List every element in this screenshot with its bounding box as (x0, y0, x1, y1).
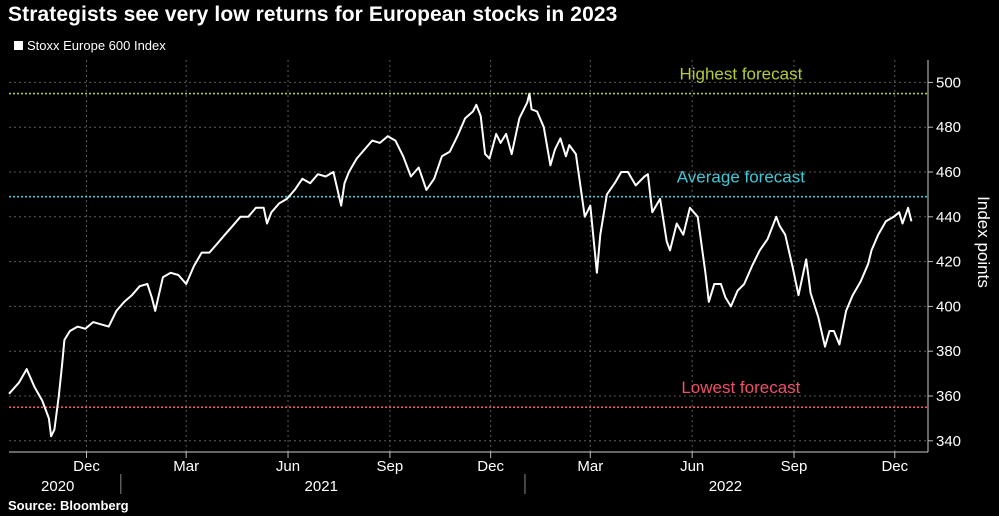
x-tick-label: Jun (680, 458, 704, 475)
y-tick-label: 340 (936, 433, 961, 450)
legend-swatch (14, 41, 23, 50)
year-label: 2022 (709, 478, 742, 495)
year-label: 2021 (305, 478, 338, 495)
y-tick-label: 360 (936, 388, 961, 405)
forecast-label: Lowest forecast (681, 378, 800, 397)
year-label: 2020 (41, 478, 74, 495)
x-tick-label: Mar (173, 458, 199, 475)
x-tick-label: Jun (276, 458, 300, 475)
y-tick-label: 500 (936, 74, 961, 91)
y-axis-title: Index points (974, 196, 993, 288)
x-tick-label: Sep (781, 458, 808, 475)
y-tick-label: 380 (936, 343, 961, 360)
x-tick-label: Sep (377, 458, 404, 475)
y-tick-label: 420 (936, 254, 961, 271)
legend: Stoxx Europe 600 Index (14, 38, 166, 53)
x-tick-label: Dec (881, 458, 908, 475)
y-tick-label: 460 (936, 164, 961, 181)
forecast-label: Highest forecast (679, 65, 802, 84)
forecast-label: Average forecast (677, 168, 805, 187)
x-tick-label: Mar (577, 458, 603, 475)
y-tick-label: 440 (936, 209, 961, 226)
chart-title: Strategists see very low returns for Eur… (8, 3, 618, 26)
x-tick-label: Dec (73, 458, 100, 475)
y-tick-label: 480 (936, 119, 961, 136)
series-line (8, 92, 913, 438)
source-note: Source: Bloomberg (8, 498, 129, 513)
y-tick-label: 400 (936, 298, 961, 315)
legend-label: Stoxx Europe 600 Index (27, 38, 166, 53)
x-tick-label: Dec (477, 458, 504, 475)
